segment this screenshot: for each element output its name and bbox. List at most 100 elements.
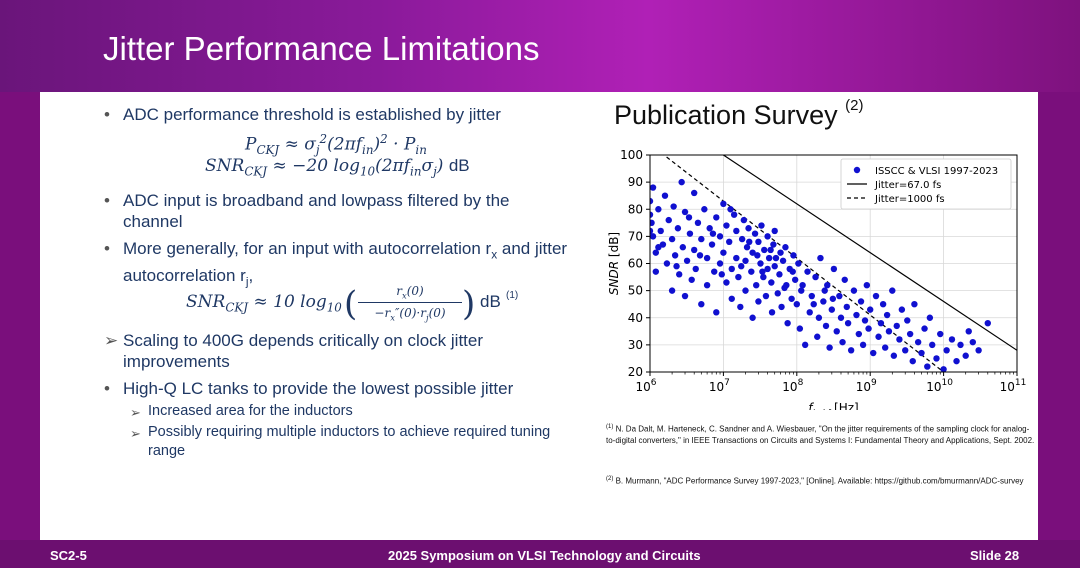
data-point — [953, 357, 960, 365]
data-point — [801, 341, 809, 349]
data-point — [678, 178, 685, 186]
data-point — [984, 319, 991, 327]
bullet-marker: • — [104, 379, 110, 398]
data-point — [726, 238, 733, 245]
survey-title-reference: (2) — [845, 97, 864, 114]
data-point — [779, 257, 787, 264]
data-point — [815, 314, 823, 321]
legend-marker-points — [853, 166, 861, 174]
fraction-numerator: rx(0) — [396, 284, 424, 301]
data-point — [865, 325, 872, 332]
data-point — [668, 287, 676, 294]
y-axis-label: SNDR [dB] — [607, 232, 621, 295]
data-point — [881, 344, 889, 351]
y-tick-label: 70 — [628, 229, 643, 243]
x-tick-label: 106 — [635, 378, 656, 394]
data-point — [698, 235, 705, 243]
data-point — [683, 257, 691, 264]
data-point — [784, 319, 791, 327]
data-point — [764, 265, 771, 273]
data-point — [826, 344, 833, 351]
data-point — [716, 260, 724, 267]
data-point — [861, 317, 869, 324]
data-point — [706, 225, 713, 232]
bullet-text: Increased area for the inductors — [148, 403, 353, 419]
data-point — [652, 249, 660, 256]
bullet-text: Possibly requiring multiple inductors to… — [148, 424, 551, 459]
data-point — [924, 363, 931, 370]
legend-entry: ISSCC & VLSI 1997-2023 — [875, 166, 998, 177]
equation-unit: dB — [448, 156, 470, 175]
conference-name: 2025 Symposium on VLSI Technology and Ci… — [388, 548, 701, 563]
data-point — [738, 235, 746, 243]
data-point — [841, 276, 848, 283]
data-point — [975, 347, 982, 354]
bullet-text: High-Q LC tanks to provide the lowest po… — [123, 379, 514, 398]
data-point — [765, 254, 773, 262]
data-point — [760, 273, 767, 281]
data-point — [855, 330, 863, 338]
data-point — [847, 347, 855, 354]
equation-lhs: SNRCKJ ≈ −20 log10(2πfinσj) — [205, 156, 444, 179]
data-point — [713, 214, 720, 221]
data-point — [692, 265, 699, 273]
data-point — [812, 273, 819, 281]
data-point — [911, 300, 918, 308]
data-point — [804, 268, 811, 275]
bullet-marker: ➢ — [104, 331, 119, 350]
data-point — [730, 211, 738, 218]
legend-entry: Jitter=67.0 fs — [874, 180, 941, 191]
data-point — [733, 227, 740, 235]
data-point — [753, 282, 760, 289]
data-point — [957, 341, 964, 349]
fraction-denominator: −rx″(0)·rj(0) — [374, 306, 446, 323]
data-point — [774, 290, 781, 297]
equation-snr-jitter: SNRCKJ ≈ −20 log10(2πfinσj) dB — [205, 156, 470, 178]
data-point — [767, 246, 774, 254]
data-point — [755, 298, 762, 305]
data-point — [798, 287, 805, 294]
data-point — [799, 282, 806, 289]
data-point — [681, 292, 689, 300]
data-point — [793, 300, 800, 308]
y-tick-label: 20 — [628, 365, 643, 379]
data-point — [661, 192, 669, 199]
data-point — [885, 328, 893, 335]
data-point — [671, 252, 679, 259]
reference-1: (1) N. Da Dalt, M. Harteneck, C. Sandner… — [606, 422, 1036, 446]
data-point — [742, 257, 749, 264]
data-point — [926, 314, 934, 321]
data-point — [716, 233, 724, 240]
data-point — [909, 357, 916, 365]
data-point — [965, 328, 972, 335]
data-point — [738, 263, 745, 270]
data-point — [896, 336, 903, 343]
data-point — [748, 268, 755, 275]
data-point — [828, 306, 836, 313]
data-point — [768, 309, 776, 316]
data-point — [814, 333, 821, 340]
bullet-marker: • — [104, 105, 110, 124]
data-point — [650, 233, 657, 240]
data-point — [723, 279, 730, 286]
data-point — [746, 238, 753, 245]
data-point — [777, 249, 784, 256]
data-point — [720, 200, 727, 208]
data-point — [948, 336, 956, 343]
data-point — [703, 254, 711, 262]
data-point — [776, 271, 783, 278]
slide-number: Slide 28 — [970, 548, 1020, 563]
data-point — [791, 276, 799, 283]
data-point — [853, 311, 860, 319]
data-point — [743, 244, 751, 251]
data-point — [674, 225, 682, 232]
reference-text: N. Da Dalt, M. Harteneck, C. Sandner and… — [606, 424, 1035, 445]
data-point — [758, 222, 765, 229]
data-point — [727, 206, 734, 213]
survey-title: Publication Survey (2) — [614, 97, 864, 131]
data-point — [890, 352, 898, 359]
equation-reference: (1) — [506, 290, 519, 301]
data-point — [711, 268, 718, 275]
data-point — [969, 338, 977, 346]
data-point — [749, 249, 756, 256]
